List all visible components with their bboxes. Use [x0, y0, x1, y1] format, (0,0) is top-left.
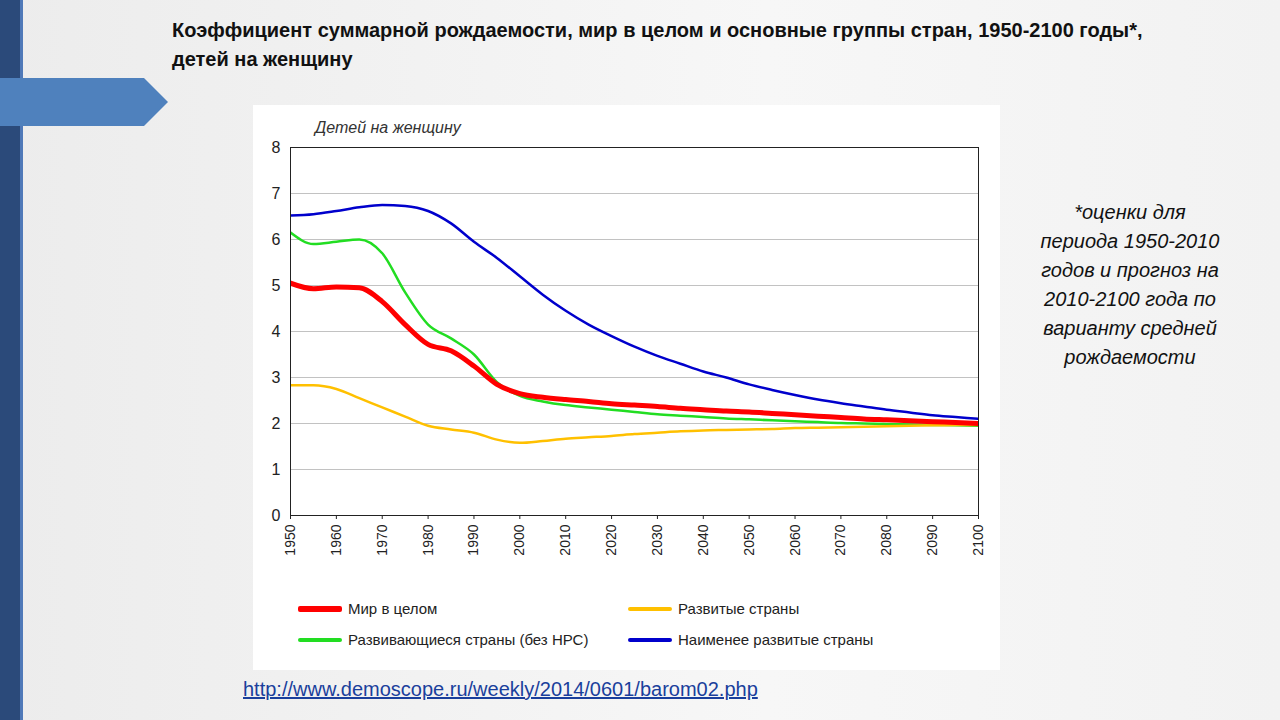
- svg-text:2020: 2020: [603, 524, 619, 555]
- svg-text:3: 3: [272, 369, 281, 386]
- html-text:Развитые страны: Развитые страны: [678, 600, 800, 617]
- svg-text:2090: 2090: [924, 524, 940, 555]
- svg-text:2070: 2070: [832, 524, 848, 555]
- svg-text:2030: 2030: [649, 524, 665, 555]
- html-text:*оценки для периода 1950-2010: *оценки для периода 1950-2010 годов и пр…: [1040, 201, 1220, 368]
- svg-text:7: 7: [272, 185, 281, 202]
- svg-text:2040: 2040: [695, 524, 711, 555]
- svg-text:5: 5: [272, 277, 281, 294]
- svg-text:2050: 2050: [741, 524, 757, 555]
- svg-text:1990: 1990: [465, 524, 481, 555]
- svg-text:2010: 2010: [557, 524, 573, 555]
- html-text:Мир в целом: Мир в целом: [348, 600, 438, 617]
- html-text:Наименее развитые страны: Наименее развитые страны: [678, 631, 874, 648]
- svg-text:4: 4: [272, 323, 281, 340]
- svg-text:1960: 1960: [328, 524, 344, 555]
- html-text:Коэффициент суммарной рождаемо: Коэффициент суммарной рождаемости, мир в…: [172, 19, 1143, 70]
- svg-text:1970: 1970: [374, 524, 390, 555]
- svg-text:2060: 2060: [787, 524, 803, 555]
- html-text:Детей на женщину: Детей на женщину: [315, 119, 461, 136]
- svg-text:2000: 2000: [511, 524, 527, 555]
- svg-text:2: 2: [272, 415, 281, 432]
- svg-text:1980: 1980: [420, 524, 436, 555]
- svg-text:8: 8: [272, 139, 281, 156]
- svg-text:1: 1: [272, 461, 281, 478]
- svg-text:6: 6: [272, 231, 281, 248]
- html-text:Развивающиеся страны (без НРС): Развивающиеся страны (без НРС): [348, 631, 589, 648]
- svg-text:0: 0: [272, 507, 281, 524]
- svg-text:2080: 2080: [878, 524, 894, 555]
- svg-text:2100: 2100: [970, 524, 986, 555]
- svg-text:1950: 1950: [282, 524, 298, 555]
- html-text:http://www.demoscope.ru/weekly: http://www.demoscope.ru/weekly/2014/0601…: [243, 678, 758, 700]
